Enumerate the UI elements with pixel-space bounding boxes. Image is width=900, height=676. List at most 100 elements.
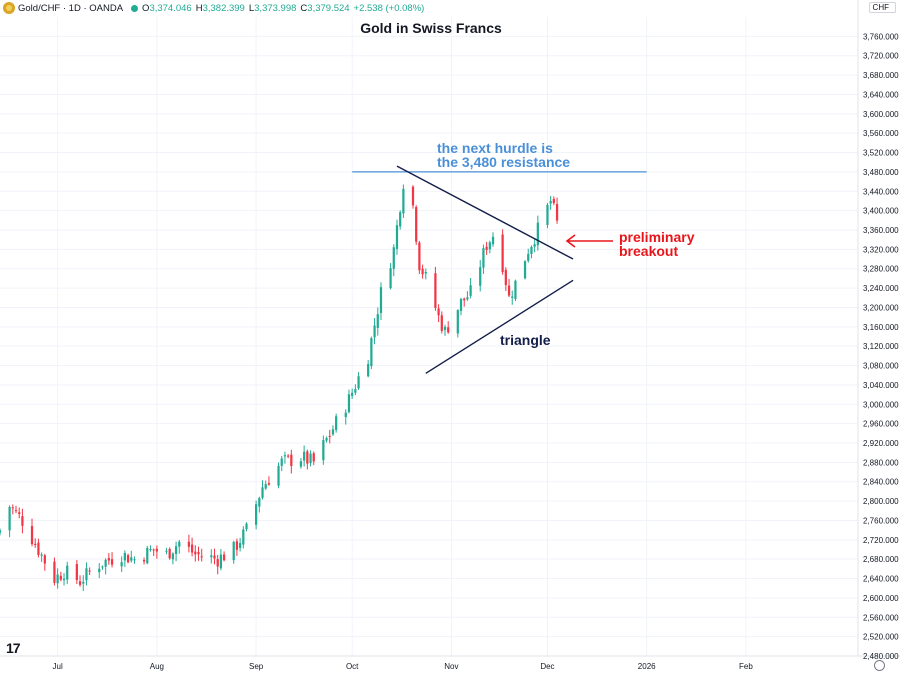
low-value: 3,373.998 — [254, 2, 297, 14]
candle-body — [456, 310, 459, 334]
candle-body — [290, 454, 293, 466]
price-tick-label: 2,720.000 — [863, 536, 899, 545]
candle-body — [523, 261, 527, 279]
candle-body — [552, 198, 555, 204]
candle-body — [62, 578, 66, 581]
price-tick-label: 3,640.000 — [863, 90, 899, 99]
candle-body — [21, 516, 24, 526]
candle-body — [14, 510, 18, 512]
candle-body — [351, 392, 354, 396]
candle-body — [194, 551, 197, 555]
candle-body — [53, 561, 56, 583]
candle-body — [392, 247, 395, 269]
candle-body — [463, 298, 466, 301]
price-tick-label: 3,280.000 — [863, 265, 899, 274]
candle-body — [232, 541, 235, 561]
price-tick-label: 2,800.000 — [863, 497, 899, 506]
candle-body — [110, 559, 114, 565]
candle-body — [8, 506, 11, 531]
candle-body — [142, 559, 146, 562]
candles — [0, 184, 559, 592]
candle-body — [354, 389, 357, 393]
time-axis[interactable]: Jul Aug Sep Oct Nov Dec 2026 Feb — [53, 662, 754, 671]
candle-body — [213, 555, 216, 559]
candle-body — [30, 526, 34, 545]
candle-body — [479, 267, 482, 286]
candle-body — [309, 453, 312, 464]
candle-body — [357, 376, 360, 389]
price-tick-label: 3,760.000 — [863, 32, 899, 41]
candle-body — [485, 246, 488, 250]
price-tick-label: 3,040.000 — [863, 381, 899, 390]
candle-body — [123, 552, 126, 561]
resistance-annotation-line-1: the next hurdle is — [437, 140, 553, 156]
candle-body — [88, 570, 91, 572]
candle-body — [149, 549, 152, 551]
price-tick-label: 3,360.000 — [863, 226, 899, 235]
candle-body — [178, 541, 181, 547]
time-tick-label: Oct — [346, 662, 359, 671]
candle-body — [443, 327, 447, 330]
candle-body — [437, 308, 440, 316]
candle-body — [287, 455, 290, 457]
time-tick-label: Feb — [739, 662, 753, 671]
candle-body — [56, 574, 59, 584]
candle-body — [267, 482, 271, 485]
candle-body — [459, 298, 463, 311]
price-tick-label: 3,000.000 — [863, 400, 899, 409]
candle-body — [171, 553, 175, 560]
market-status-icon — [131, 4, 139, 12]
price-tick-label: 3,520.000 — [863, 149, 899, 158]
candle-body — [98, 568, 101, 573]
candle-body — [421, 268, 424, 275]
gold-coin-icon — [3, 2, 15, 14]
candle-body — [527, 253, 530, 261]
candle-body — [402, 188, 405, 214]
price-tick-label: 2,520.000 — [863, 633, 899, 642]
candle-body — [335, 416, 338, 431]
candle-body — [533, 244, 536, 247]
symbol-label[interactable]: Gold/CHF · 1D · OANDA — [18, 2, 124, 14]
high-label: H — [195, 2, 203, 14]
candle-body — [66, 565, 69, 580]
gear-icon[interactable] — [874, 660, 885, 671]
candle-body — [312, 453, 315, 462]
drawings — [352, 165, 647, 374]
grid — [0, 17, 858, 657]
candle-body — [373, 325, 376, 338]
time-tick-label: Jul — [53, 662, 63, 671]
candle-body — [11, 507, 14, 509]
candle-body — [344, 412, 347, 417]
candle-body — [469, 285, 472, 296]
price-tick-label: 3,160.000 — [863, 323, 899, 332]
low-label: L — [248, 2, 255, 14]
price-tick-label: 3,400.000 — [863, 207, 899, 216]
candle-body — [261, 487, 264, 498]
candle-body — [434, 273, 437, 309]
candle-body — [165, 550, 168, 552]
tradingview-logo: 17 — [6, 640, 21, 656]
candle-body — [280, 458, 283, 466]
resistance-annotation-line-2: the 3,480 resistance — [437, 154, 570, 170]
price-tick-label: 3,720.000 — [863, 52, 899, 61]
price-tick-label: 3,680.000 — [863, 71, 899, 80]
candle-body — [168, 548, 171, 559]
price-axis[interactable]: 2,480.000 2,520.000 2,560.000 2,600.000 2,64… — [863, 32, 899, 661]
price-tick-label: 3,560.000 — [863, 129, 899, 138]
candle-body — [18, 512, 21, 514]
candle-body — [235, 541, 239, 550]
candle-body — [43, 555, 46, 564]
candle-body — [82, 581, 85, 584]
candle-body — [104, 559, 107, 567]
candle-body — [501, 234, 504, 273]
candle-body — [306, 451, 309, 464]
price-tick-label: 2,960.000 — [863, 420, 899, 429]
breakout-annotation-line-1: preliminary — [619, 229, 695, 245]
price-tick-label: 2,880.000 — [863, 458, 899, 467]
candle-body — [303, 451, 306, 461]
currency-selector[interactable]: CHF — [868, 2, 896, 13]
candle-body — [120, 562, 123, 567]
candle-body — [546, 204, 549, 225]
candle-body — [504, 269, 507, 286]
